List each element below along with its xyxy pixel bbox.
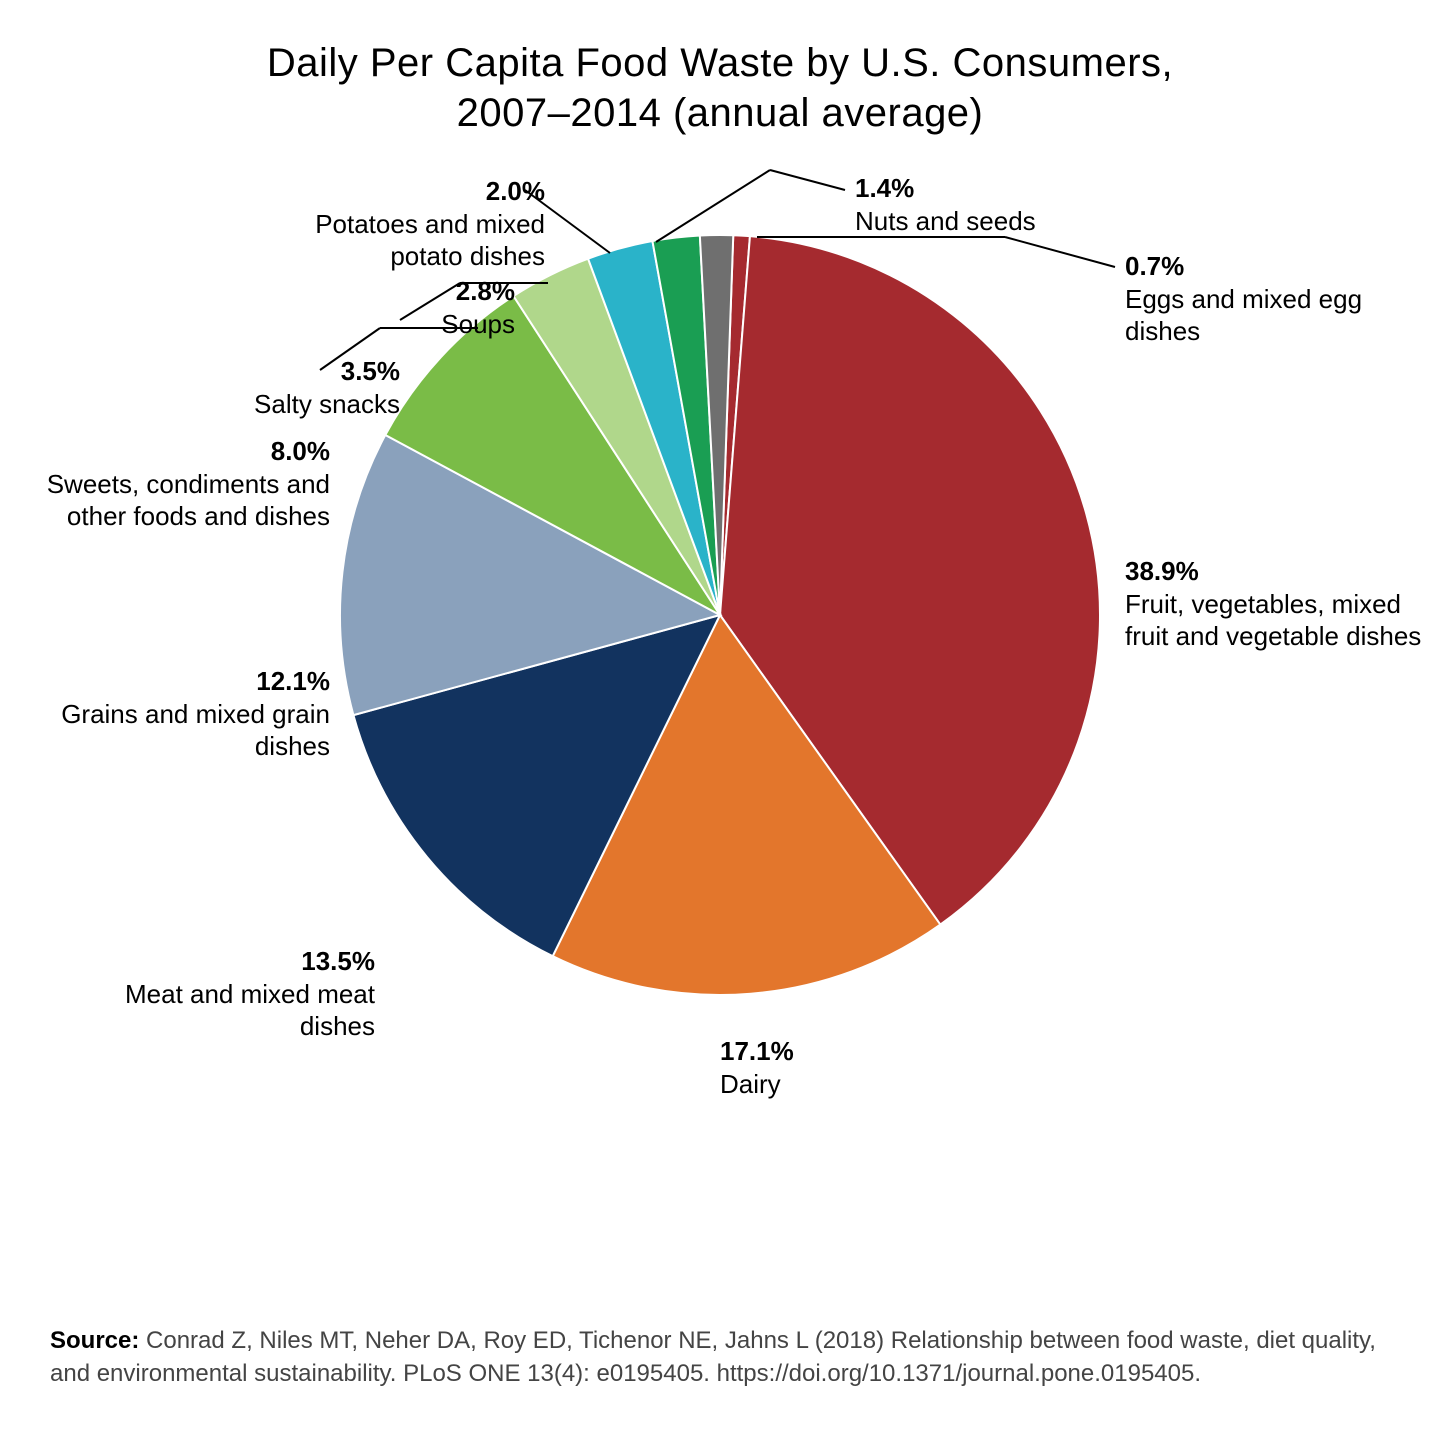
slice-percent: 13.5% [75,945,375,978]
slice-label: 8.0%Sweets, condiments and other foods a… [30,435,330,533]
slice-label: 2.8%Soups [215,275,515,340]
title-line-1: Daily Per Capita Food Waste by U.S. Cons… [267,41,1173,85]
source-citation: Source: Conrad Z, Niles MT, Neher DA, Ro… [50,1325,1390,1390]
slice-percent: 0.7% [1125,250,1425,283]
chart-container: Daily Per Capita Food Waste by U.S. Cons… [0,0,1440,1440]
slice-label: 3.5%Salty snacks [100,355,400,420]
source-text: Conrad Z, Niles MT, Neher DA, Roy ED, Ti… [50,1327,1376,1386]
slice-percent: 38.9% [1125,555,1425,588]
slice-percent: 8.0% [30,435,330,468]
slice-label: 0.7%Eggs and mixed egg dishes [1125,250,1425,348]
slice-name: Eggs and mixed egg dishes [1125,283,1425,348]
slice-percent: 12.1% [30,665,330,698]
slice-label: 13.5%Meat and mixed meat dishes [75,945,375,1043]
slice-label: 38.9%Fruit, vegetables, mixed fruit and … [1125,555,1425,653]
leader-line [656,170,770,242]
slice-percent: 3.5% [100,355,400,388]
slice-label: 12.1%Grains and mixed grain dishes [30,665,330,763]
pie-chart [340,235,1100,995]
slice-name: Potatoes and mixed potato dishes [245,208,545,273]
slice-name: Meat and mixed meat dishes [75,978,375,1043]
slice-name: Salty snacks [100,388,400,421]
title-line-2: 2007–2014 (annual average) [457,91,984,135]
slice-percent: 2.8% [215,275,515,308]
chart-title: Daily Per Capita Food Waste by U.S. Cons… [0,38,1440,138]
slice-label: 17.1%Dairy [720,1035,1020,1100]
slice-name: Nuts and seeds [855,205,1155,238]
slice-percent: 2.0% [245,175,545,208]
slice-percent: 17.1% [720,1035,1020,1068]
slice-label: 2.0%Potatoes and mixed potato dishes [245,175,545,273]
slice-name: Dairy [720,1068,1020,1101]
slice-percent: 1.4% [855,172,1155,205]
slice-name: Grains and mixed grain dishes [30,698,330,763]
slice-name: Fruit, vegetables, mixed fruit and veget… [1125,588,1425,653]
slice-name: Sweets, condiments and other foods and d… [30,468,330,533]
slice-name: Soups [215,308,515,341]
slice-label: 1.4%Nuts and seeds [855,172,1155,237]
source-prefix: Source: [50,1327,139,1354]
leader-line [770,170,845,190]
pie-svg [340,235,1100,995]
